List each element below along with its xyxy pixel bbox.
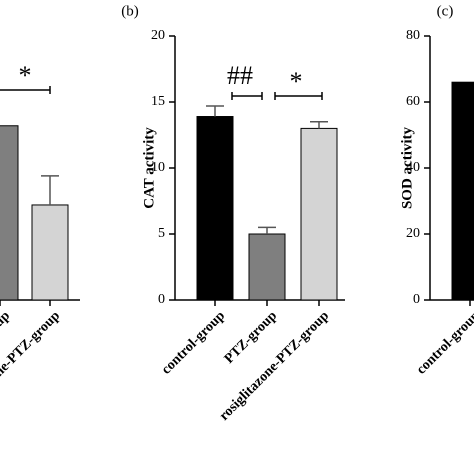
significance-mark: * bbox=[290, 67, 303, 96]
y-tick-label: 0 bbox=[413, 292, 420, 307]
bar bbox=[0, 125, 19, 301]
x-tick-label: control-group bbox=[414, 308, 474, 377]
y-axis-label: SOD activity bbox=[399, 126, 415, 209]
bar bbox=[248, 233, 286, 301]
bar bbox=[300, 127, 338, 301]
bar bbox=[451, 81, 474, 301]
panel-title: (b) bbox=[121, 3, 139, 19]
y-tick-label: 10 bbox=[151, 160, 165, 175]
y-tick-label: 20 bbox=[151, 28, 165, 43]
y-tick-label: 0 bbox=[158, 292, 165, 307]
panel-title: (c) bbox=[437, 3, 454, 19]
error-bar bbox=[206, 105, 224, 117]
error-bar bbox=[41, 175, 59, 205]
y-tick-label: 80 bbox=[406, 28, 420, 43]
significance-mark: ## bbox=[227, 61, 253, 90]
y-tick-label: 20 bbox=[406, 226, 420, 241]
significance-mark: * bbox=[19, 61, 32, 90]
y-axis-label: CAT activity bbox=[141, 127, 157, 209]
x-tick-label: control-group bbox=[159, 308, 228, 377]
bar bbox=[196, 116, 234, 301]
bar bbox=[31, 204, 69, 301]
y-tick-label: 60 bbox=[406, 94, 420, 109]
error-bar bbox=[310, 121, 328, 129]
y-tick-label: 40 bbox=[406, 160, 420, 175]
error-bar bbox=[258, 226, 276, 234]
x-tick-label: rosiglitazone-PTZ-group bbox=[217, 308, 332, 423]
x-tick-label: rosiglitazone-PTZ-group bbox=[0, 308, 63, 423]
y-tick-label: 5 bbox=[158, 226, 165, 241]
y-tick-label: 15 bbox=[151, 94, 165, 109]
